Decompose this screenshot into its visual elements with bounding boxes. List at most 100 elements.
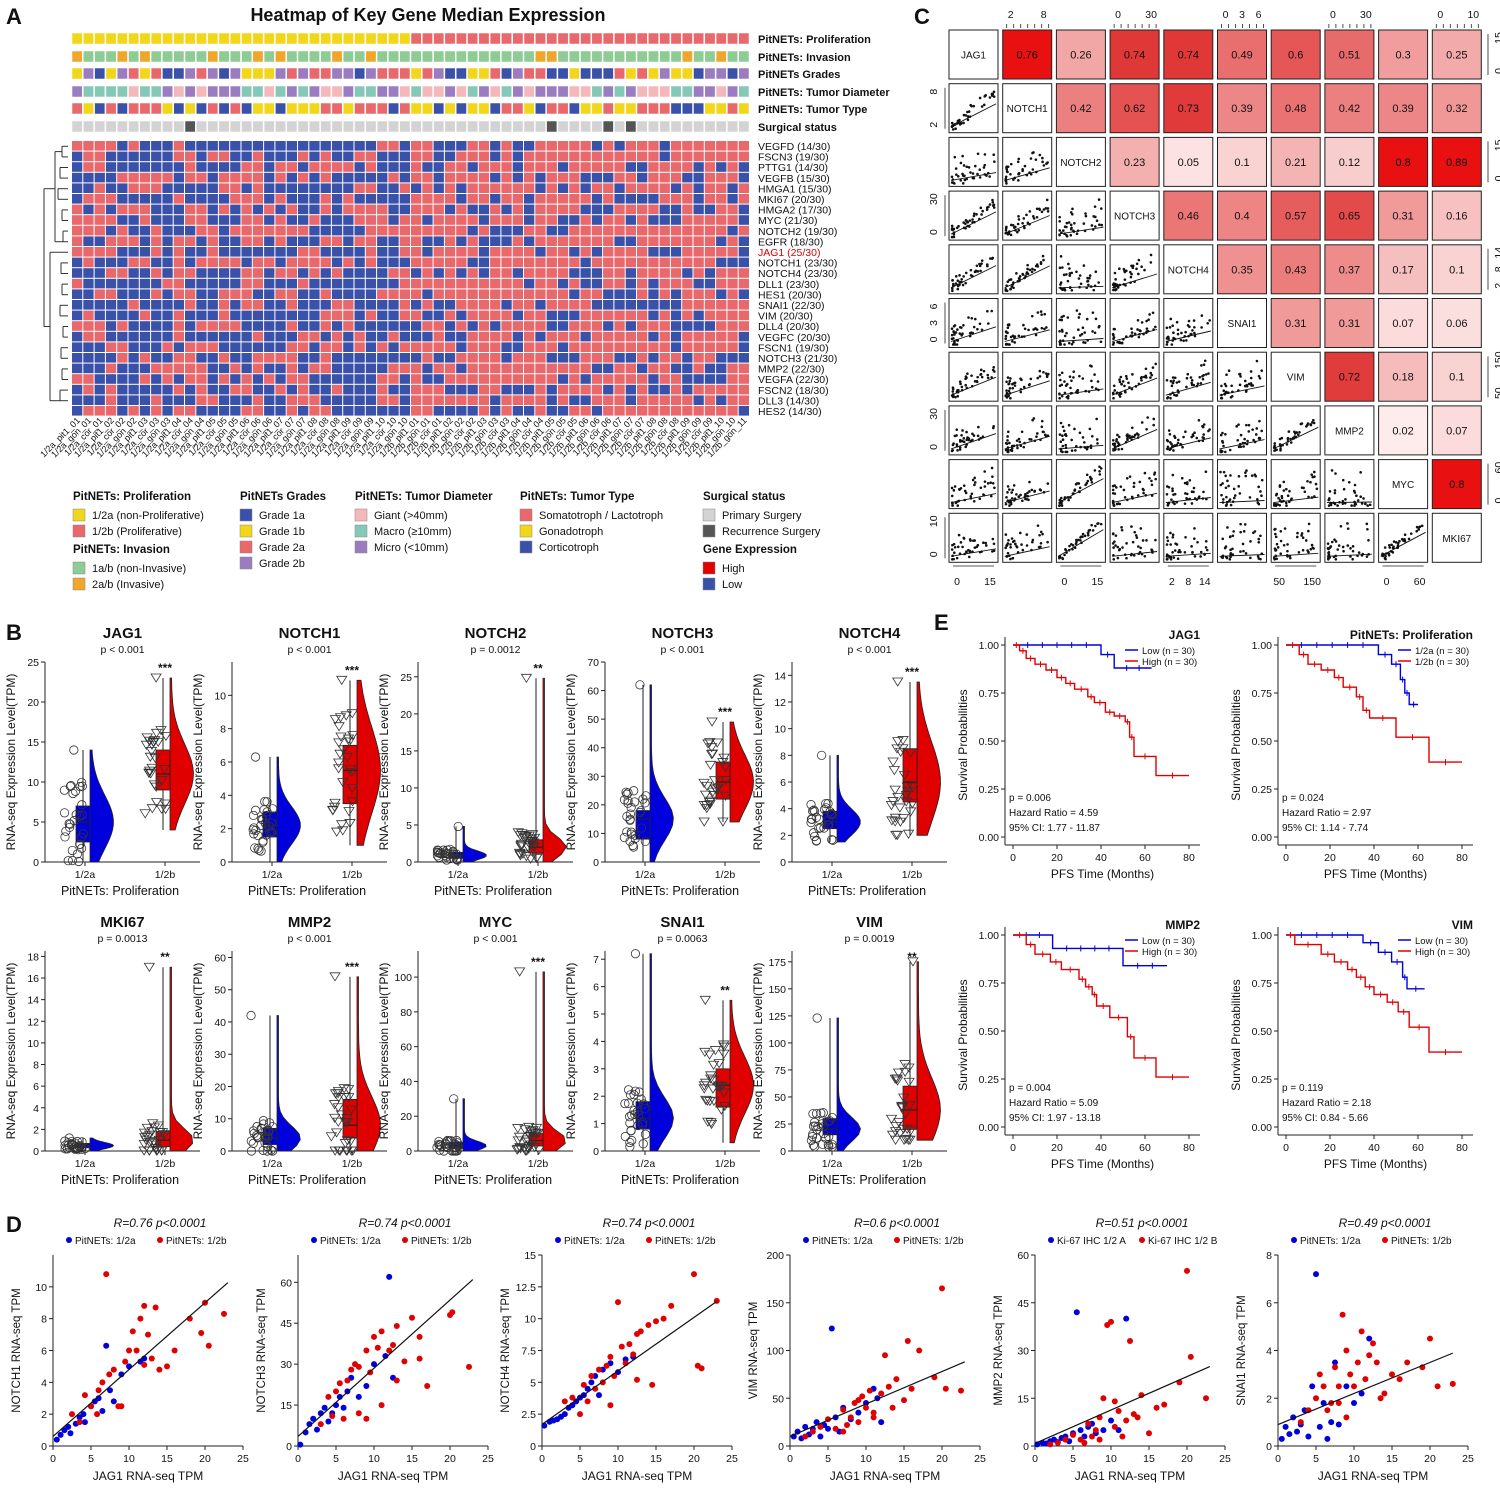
heatmap-cell xyxy=(241,278,252,289)
heatmap-cell xyxy=(704,384,716,395)
correlation-cell xyxy=(1324,136,1375,187)
heatmap-cell xyxy=(512,225,523,236)
heatmap-cell xyxy=(331,363,343,374)
fit-line xyxy=(1219,385,1265,396)
heatmap-cell xyxy=(648,310,659,321)
y-tick-label: 80 xyxy=(400,1007,412,1019)
heatmap-cell xyxy=(580,278,591,289)
heatmap-cell xyxy=(625,257,636,268)
scatter-point xyxy=(1141,487,1145,491)
data-point-triangle xyxy=(887,757,899,767)
heatmap-cell xyxy=(218,257,230,268)
annotation-cell xyxy=(342,32,354,45)
heatmap-cell xyxy=(298,289,309,299)
heatmap-cell xyxy=(603,406,614,416)
legend-title: PitNETs: Invasion xyxy=(73,544,170,556)
heatmap-cell xyxy=(682,406,693,416)
heatmap-cell xyxy=(264,300,275,310)
heatmap-cell xyxy=(682,247,693,257)
heatmap-cell xyxy=(252,406,264,416)
violin-half xyxy=(356,976,381,1152)
annotation-cell xyxy=(354,102,366,115)
annotation-cell xyxy=(116,50,128,63)
scatter-point xyxy=(1062,273,1066,277)
scatter-point xyxy=(1030,270,1034,274)
data-point-triangle xyxy=(893,1118,905,1128)
scatter-point xyxy=(1198,375,1202,379)
heatmap-cell xyxy=(309,194,320,204)
scatter-point xyxy=(988,96,992,99)
fit-line xyxy=(1326,501,1372,504)
heatmap-cell xyxy=(456,236,467,246)
scatter-point xyxy=(1285,504,1288,507)
scatter-point xyxy=(1239,530,1242,534)
annotation-cell xyxy=(297,120,309,133)
scatter-point xyxy=(954,331,958,334)
heatmap-cell xyxy=(557,374,569,384)
heatmap-cell xyxy=(478,353,490,363)
heatmap-cell xyxy=(230,215,241,225)
data-point-triangle xyxy=(512,1124,524,1134)
data-point-triangle xyxy=(152,1121,165,1131)
heatmap-cell xyxy=(490,183,501,193)
correlation-cell xyxy=(1109,83,1160,134)
scatter-point xyxy=(1327,504,1331,507)
scatter-point xyxy=(970,492,974,496)
heatmap-cell xyxy=(422,300,433,310)
scatter-point xyxy=(1038,375,1042,378)
heatmap-cell xyxy=(365,278,377,289)
data-point-circle xyxy=(449,1094,459,1104)
heatmap-cell xyxy=(399,172,410,183)
scatter-point xyxy=(1190,379,1194,382)
heatmap-cell xyxy=(422,395,433,405)
scatter-point xyxy=(1140,321,1144,324)
scatter-point xyxy=(1083,534,1087,538)
scatter-point xyxy=(960,334,963,337)
violin-half xyxy=(356,679,381,846)
scatter-point xyxy=(1121,380,1125,383)
heatmap-cell xyxy=(591,194,603,204)
heatmap-cell xyxy=(309,204,320,215)
annotation-cell xyxy=(376,32,388,45)
scatter-point xyxy=(1296,531,1299,535)
heatmap-cell xyxy=(343,183,354,193)
data-point-circle xyxy=(256,820,266,831)
scatter-point xyxy=(1031,538,1035,542)
scatter-point xyxy=(1006,485,1010,488)
heatmap-cell xyxy=(241,151,252,162)
scatter-point xyxy=(1058,266,1062,270)
scatter-point xyxy=(1195,436,1199,440)
heatmap-cell xyxy=(411,183,422,193)
correlation-value: 0.1 xyxy=(1449,264,1464,276)
correlation-value: 0.31 xyxy=(1285,318,1306,330)
violin-half xyxy=(649,953,674,1152)
heatmap-cell xyxy=(105,247,117,257)
heatmap-cell xyxy=(72,395,83,405)
scatter-point xyxy=(1221,482,1224,485)
heatmap-cell xyxy=(456,395,467,405)
data-point-circle xyxy=(265,828,275,838)
scatter-point xyxy=(1238,492,1242,495)
heatmap-cell xyxy=(478,342,490,352)
heatmap-cell xyxy=(377,321,388,331)
violin-p-value: p < 0.001 xyxy=(847,644,891,656)
scatter-point xyxy=(1168,448,1172,452)
heatmap-cell xyxy=(659,236,670,246)
scatter-point xyxy=(1118,267,1121,271)
annotation-cell xyxy=(704,120,716,133)
annotation-cell xyxy=(535,85,546,98)
scatter-point xyxy=(1036,432,1039,435)
data-point-triangle xyxy=(336,820,348,830)
scatter-point xyxy=(1186,372,1190,376)
scatter-point xyxy=(1089,364,1092,367)
heatmap-cell xyxy=(72,183,83,193)
heatmap-cell xyxy=(444,194,456,204)
scatter-point xyxy=(1016,160,1020,164)
heatmap-cell xyxy=(648,268,659,278)
data-point-triangle xyxy=(520,832,532,842)
annotation-cell xyxy=(670,102,682,115)
scatter-point xyxy=(961,172,964,176)
scatter-point xyxy=(1278,485,1282,488)
heatmap-cell xyxy=(569,278,580,289)
